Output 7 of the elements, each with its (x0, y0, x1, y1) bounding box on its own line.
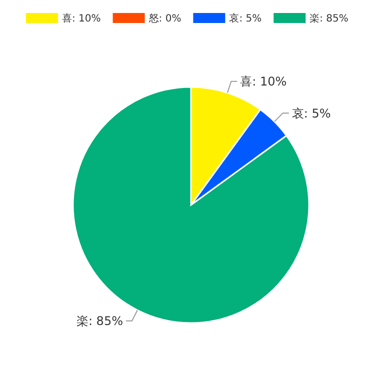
legend-label: 喜: 10% (62, 12, 101, 24)
slice-label: 哀: 5% (292, 106, 331, 120)
legend-label: 哀: 5% (229, 12, 262, 24)
slice-label: 楽: 85% (76, 314, 123, 328)
legend-label: 楽: 85% (310, 12, 348, 24)
slice-label: 喜: 10% (240, 74, 287, 89)
legend-label: 怒: 0% (148, 12, 182, 24)
